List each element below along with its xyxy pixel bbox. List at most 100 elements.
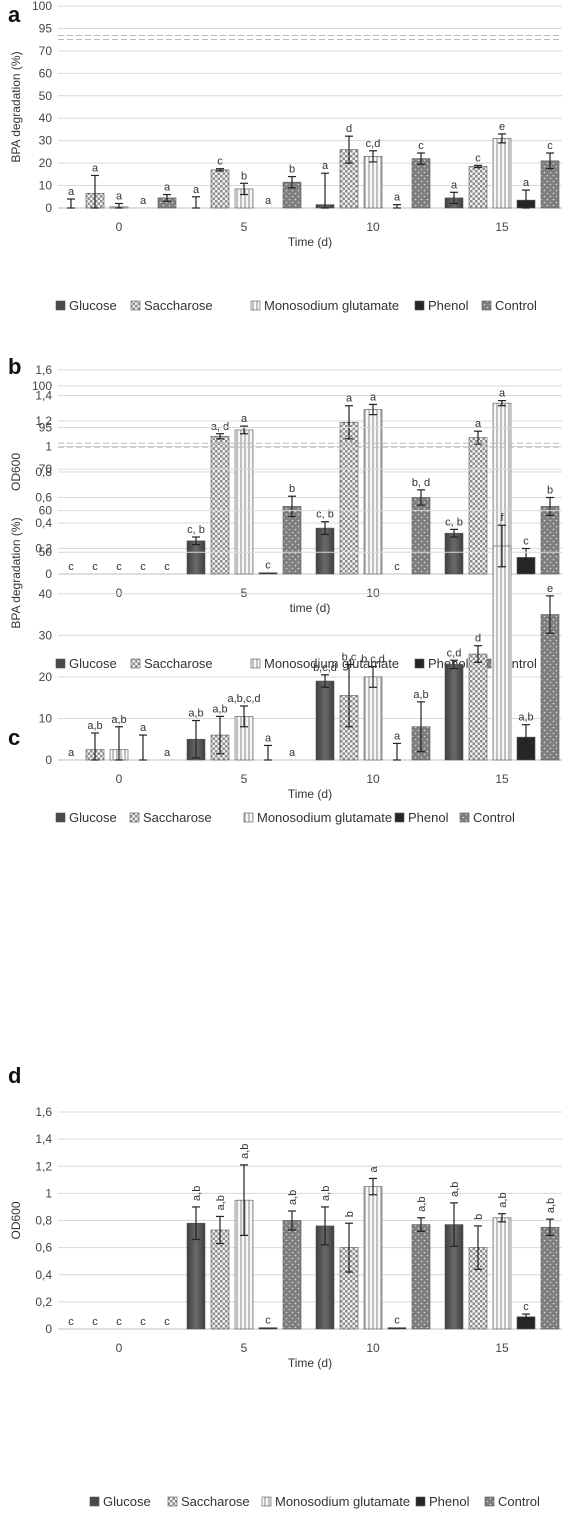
legend-swatch — [394, 812, 405, 823]
significance-label: c — [394, 1315, 400, 1327]
bar-monosodium-glutamate — [363, 1186, 383, 1330]
bar-monosodium-glutamate — [492, 1217, 512, 1330]
bar-control — [411, 1224, 431, 1330]
legend-label: Glucose — [69, 810, 117, 825]
bar-monosodium-glutamate — [492, 138, 512, 209]
y-tick-label: 1 — [45, 440, 52, 454]
legend-swatch — [243, 812, 254, 823]
significance-label: b — [241, 170, 247, 182]
legend: Glucose Saccharose Monosodium glutamate Phe… — [55, 656, 537, 671]
significance-label: b,c — [342, 651, 357, 663]
x-tick-label: 10 — [366, 1341, 380, 1355]
legend-label: Control — [498, 1494, 540, 1509]
panel-letter: d — [8, 1063, 21, 1088]
significance-label: a — [68, 747, 75, 759]
bar-monosodium-glutamate — [363, 409, 383, 575]
significance-label: c — [265, 1315, 271, 1327]
significance-label: a,b — [188, 708, 203, 720]
legend-label: Saccharose — [181, 1494, 250, 1509]
significance-label: c — [116, 561, 122, 573]
significance-label: a — [499, 388, 506, 400]
y-tick-label: 70 — [39, 44, 53, 58]
y-tick-label: 100 — [32, 379, 52, 393]
y-tick-label: 10 — [39, 711, 53, 725]
significance-label: a,b — [449, 1182, 461, 1197]
panel-b: 00,20,40,60,811,21,41,6bOD600051015time … — [8, 354, 562, 671]
y-tick-label: 0,4 — [35, 1268, 52, 1282]
y-tick-label: 0 — [45, 201, 52, 215]
legend-label: Monosodium glutamate — [275, 1494, 410, 1509]
significance-label: a — [193, 184, 200, 196]
x-tick-label: 10 — [366, 586, 380, 600]
bar-saccharose — [339, 421, 359, 575]
y-tick-label: 0,8 — [35, 1214, 52, 1228]
legend-label: Glucose — [69, 656, 117, 671]
significance-label: a,b — [215, 1195, 227, 1210]
y-tick-label: 0 — [45, 753, 52, 767]
significance-label: a — [394, 730, 401, 742]
significance-label: a,b — [212, 703, 227, 715]
bar-monosodium-glutamate — [363, 156, 383, 209]
legend-label: Saccharose — [144, 298, 213, 313]
significance-label: c — [523, 536, 529, 548]
significance-label: c — [164, 561, 170, 573]
y-tick-label: 20 — [39, 156, 53, 170]
significance-label: c — [68, 1316, 74, 1328]
bar-glucose — [444, 532, 464, 575]
significance-label: a — [241, 413, 248, 425]
significance-label: c, b — [316, 509, 334, 521]
y-tick-label: 1,4 — [35, 389, 52, 403]
y-tick-label: 30 — [39, 628, 53, 642]
y-tick-label: 20 — [39, 670, 53, 684]
legend-label: Phenol — [429, 1494, 470, 1509]
panel-letter: b — [8, 354, 21, 379]
significance-label: c — [92, 1316, 98, 1328]
x-tick-label: 0 — [116, 1341, 123, 1355]
significance-label: a — [523, 177, 530, 189]
x-tick-label: 0 — [116, 586, 123, 600]
x-axis-title: Time (d) — [288, 235, 332, 249]
significance-label: a,b — [416, 1196, 428, 1211]
y-axis-title: BPA degradation (%) — [9, 51, 23, 162]
significance-label: c — [164, 1316, 170, 1328]
legend-swatch — [55, 300, 66, 311]
significance-label: a,b — [497, 1192, 509, 1207]
legend-swatch — [414, 658, 425, 669]
legend-label: Saccharose — [144, 656, 213, 671]
significance-label: a,b — [87, 720, 102, 732]
significance-label: b — [289, 483, 295, 495]
y-tick-label: 10 — [39, 179, 53, 193]
x-tick-label: 10 — [366, 772, 380, 786]
significance-label: c, b — [187, 524, 205, 536]
legend-swatch — [130, 658, 141, 669]
significance-label: c — [140, 1316, 146, 1328]
bar-glucose — [315, 680, 335, 761]
significance-label: c — [68, 561, 74, 573]
significance-label: a — [92, 162, 99, 174]
bar-control — [540, 506, 560, 575]
significance-label: c — [265, 560, 271, 572]
y-tick-label: 50 — [39, 89, 53, 103]
bar-saccharose — [468, 437, 488, 575]
significance-label: a,b — [191, 1186, 203, 1201]
bar-phenol — [258, 572, 278, 575]
significance-label: c,d — [366, 138, 381, 150]
legend-label: Glucose — [69, 298, 117, 313]
significance-label: a — [116, 191, 123, 203]
bar-monosodium-glutamate — [492, 545, 512, 761]
significance-label: b,c,d — [313, 662, 337, 674]
significance-label: b,c,d — [361, 654, 385, 666]
significance-label: a,b — [239, 1144, 251, 1159]
legend-label: Monosodium glutamate — [264, 298, 399, 313]
legend-swatch — [484, 1496, 495, 1507]
y-tick-label: 0,6 — [35, 491, 52, 505]
y-tick-label: 0,2 — [35, 542, 52, 556]
bar-saccharose — [468, 166, 488, 209]
significance-label: a, d — [211, 421, 229, 433]
legend-label: Phenol — [408, 810, 449, 825]
legend: Glucose Saccharose Monosodium glutamate Phe… — [55, 298, 537, 313]
significance-label: a — [368, 1165, 380, 1172]
